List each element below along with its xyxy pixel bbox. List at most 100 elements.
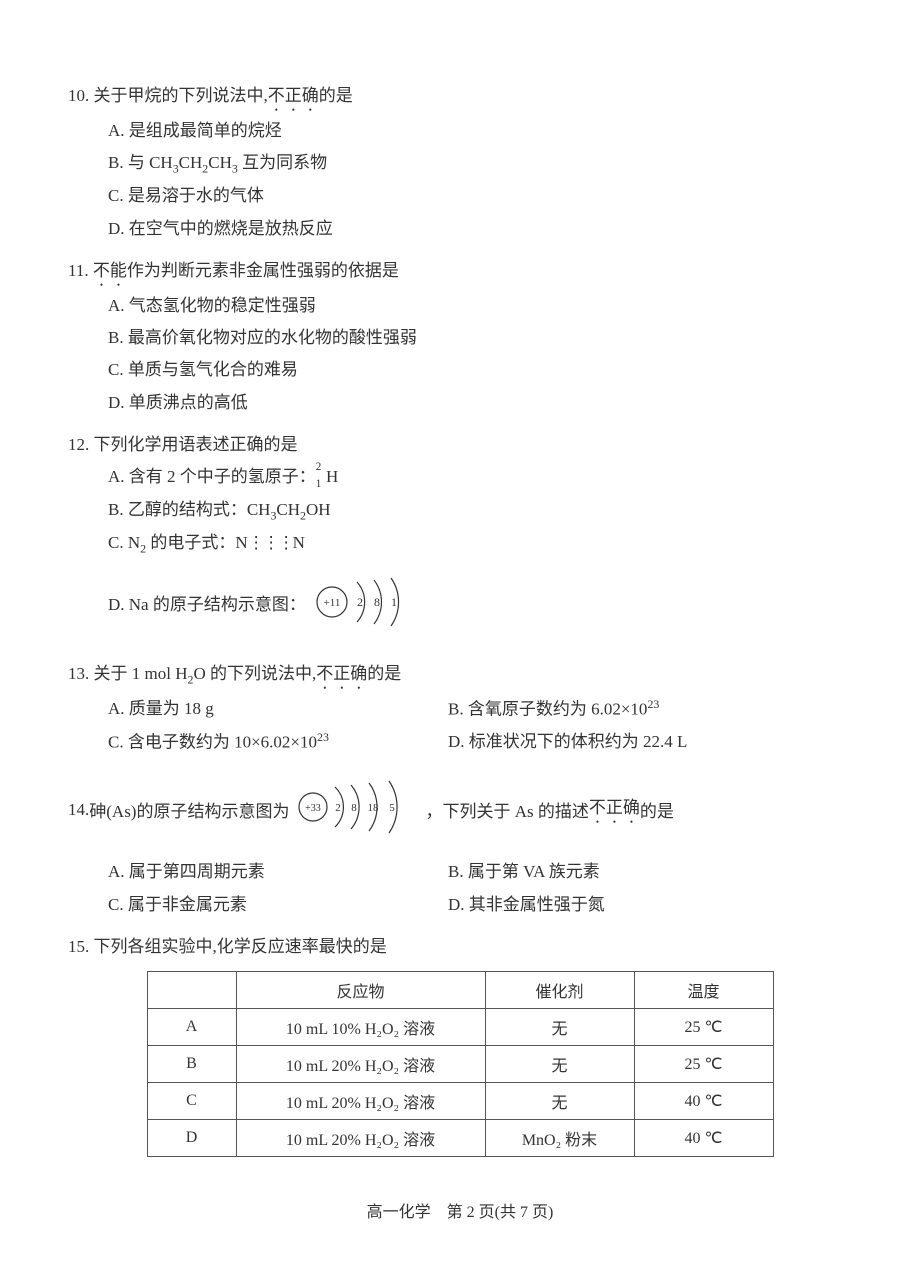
q10-b-mid: CH (179, 153, 203, 172)
cell: 25 ℃ (634, 1009, 773, 1046)
q12-c-post: N (293, 533, 305, 552)
q13-stem-mid: O 的下列说法中, (193, 664, 316, 683)
q12-option-d: D. Na 的原子结构示意图： +11 2 8 1 (108, 572, 840, 639)
svg-text:18: 18 (368, 802, 380, 814)
q13-option-d: D. 标准状况下的体积约为 22.4 L (448, 726, 687, 759)
page-footer: 高一化学 第 2 页(共 7 页) (0, 1198, 920, 1222)
q14-option-b: B. 属于第 VA 族元素 (448, 856, 600, 888)
question-10: 10. 关于甲烷的下列说法中,不正确的是 A. 是组成最简单的烷烃 B. 与 C… (80, 80, 840, 245)
exam-page: 10. 关于甲烷的下列说法中,不正确的是 A. 是组成最简单的烷烃 B. 与 C… (0, 0, 920, 1276)
q12-b-pre: B. 乙醇的结构式：CH (108, 500, 270, 519)
q12-c-mid: 的电子式：N (146, 533, 248, 552)
q12-num: 12. (68, 435, 89, 454)
question-11: 11. 不能作为判断元素非金属性强弱的依据是 A. 气态氢化物的稳定性强弱 B.… (80, 255, 840, 419)
svg-text:1: 1 (391, 595, 397, 609)
th-catalyst: 催化剂 (485, 972, 634, 1009)
table-header-row: 反应物 催化剂 温度 (147, 972, 773, 1009)
q11-emph: 不能 (93, 261, 127, 280)
q15-stem: 15. 下列各组实验中,化学反应速率最快的是 (68, 931, 840, 963)
nuclide-h: 21H (316, 461, 338, 493)
atom-diagram-na: +11 2 8 1 (310, 572, 420, 639)
q13-num: 13. (68, 664, 89, 683)
svg-text:8: 8 (374, 595, 380, 609)
q10-stem-pre: 关于甲烷的下列说法中, (94, 86, 268, 105)
q13-b-pre: B. 含氧原子数约为 6.02×10 (448, 700, 647, 719)
q12-d-pre: D. Na 的原子结构示意图： (108, 593, 306, 617)
q10-stem: 10. 关于甲烷的下列说法中,不正确的是 (68, 80, 840, 115)
atom-diagram-as: +33 2 8 18 5 (293, 777, 421, 842)
q14-stem-pre: 砷(As)的原子结构示意图为 (89, 797, 289, 822)
cell: D (147, 1120, 236, 1157)
na-nucleus: +11 (323, 597, 340, 609)
cell: 无 (485, 1083, 634, 1120)
cell: 无 (485, 1009, 634, 1046)
q13-c-pre: C. 含电子数约为 10×6.02×10 (108, 733, 317, 752)
table-row: A 10 mL 10% H₂O₂ 溶液 无 25 ℃ (147, 1009, 773, 1046)
q13-row-ab: A. 质量为 18 g B. 含氧原子数约为 6.02×1023 (108, 693, 840, 726)
q14-row-cd: C. 属于非金属元素 D. 其非金属性强于氮 (108, 889, 840, 921)
q14-num: 14. (68, 800, 89, 820)
q15-num: 15. (68, 937, 89, 956)
q12-c-triple: ⋮⋮⋮ (248, 533, 293, 552)
cell: 25 ℃ (634, 1046, 773, 1083)
q10-stem-post: 的是 (319, 86, 353, 105)
q11-option-a: A. 气态氢化物的稳定性强弱 (108, 290, 840, 322)
svg-text:5: 5 (390, 802, 396, 814)
cell: B (147, 1046, 236, 1083)
svg-text:2: 2 (357, 595, 363, 609)
q10-b-post: 互为同系物 (238, 153, 327, 172)
q11-stem: 11. 不能作为判断元素非金属性强弱的依据是 (68, 255, 840, 290)
q11-option-c: C. 单质与氢气化合的难易 (108, 354, 840, 386)
q14-emph: 不正确 (589, 793, 640, 827)
q12-a-pre: A. 含有 2 个中子的氢原子： (108, 467, 316, 486)
q13-row-cd: C. 含电子数约为 10×6.02×1023 D. 标准状况下的体积约为 22.… (108, 726, 840, 759)
cell: 40 ℃ (634, 1120, 773, 1157)
q13-emph: 不正确 (316, 664, 367, 683)
q10-emph: 不正确 (268, 86, 319, 105)
q13-option-b: B. 含氧原子数约为 6.02×1023 (448, 693, 659, 726)
cell: 10 mL 10% H₂O₂ 溶液 (236, 1009, 485, 1046)
q12-stem-text: 下列化学用语表述正确的是 (94, 435, 298, 454)
q15-table: 反应物 催化剂 温度 A 10 mL 10% H₂O₂ 溶液 无 25 ℃ B … (147, 971, 774, 1157)
q10-num: 10. (68, 86, 89, 105)
q13-stem: 13. 关于 1 mol H2O 的下列说法中,不正确的是 (68, 658, 840, 693)
q11-option-b: B. 最高价氧化物对应的水化物的酸性强弱 (108, 322, 840, 354)
q12-option-b: B. 乙醇的结构式：CH3CH2OH (108, 494, 840, 527)
svg-text:+33: +33 (306, 803, 322, 814)
svg-text:8: 8 (352, 802, 358, 814)
table-row: D 10 mL 20% H₂O₂ 溶液 MnO₂ 粉末 40 ℃ (147, 1120, 773, 1157)
q12-b-mid: CH (276, 500, 300, 519)
q13-stem-pre: 关于 1 mol H (94, 664, 188, 683)
q14-row-ab: A. 属于第四周期元素 B. 属于第 VA 族元素 (108, 856, 840, 888)
q11-num: 11. (68, 261, 89, 280)
table-row: C 10 mL 20% H₂O₂ 溶液 无 40 ℃ (147, 1083, 773, 1120)
q10-b-pre: B. 与 CH (108, 153, 173, 172)
q14-option-a: A. 属于第四周期元素 (108, 856, 448, 888)
q10-b-mid2: CH (208, 153, 232, 172)
q14-stem: 14. 砷(As)的原子结构示意图为 +33 2 8 18 5 ，下列关于 As… (68, 777, 840, 842)
q15-stem-text: 下列各组实验中,化学反应速率最快的是 (94, 937, 387, 956)
svg-text:2: 2 (336, 802, 342, 814)
q10-option-b: B. 与 CH3CH2CH3 互为同系物 (108, 147, 840, 180)
cell: 10 mL 20% H₂O₂ 溶液 (236, 1046, 485, 1083)
cell: 10 mL 20% H₂O₂ 溶液 (236, 1120, 485, 1157)
q13-option-a: A. 质量为 18 g (108, 693, 448, 726)
q14-option-d: D. 其非金属性强于氮 (448, 889, 605, 921)
question-14: 14. 砷(As)的原子结构示意图为 +33 2 8 18 5 ，下列关于 As… (80, 777, 840, 921)
q12-b-post: OH (306, 500, 331, 519)
q14-option-c: C. 属于非金属元素 (108, 889, 448, 921)
q14-stem-post: 的是 (640, 797, 674, 822)
q12-c-pre: C. N (108, 533, 140, 552)
cell: A (147, 1009, 236, 1046)
th-temperature: 温度 (634, 972, 773, 1009)
q14-stem-post-pre: ，下列关于 As 的描述 (425, 797, 588, 822)
table-row: B 10 mL 20% H₂O₂ 溶液 无 25 ℃ (147, 1046, 773, 1083)
th-reactant: 反应物 (236, 972, 485, 1009)
question-13: 13. 关于 1 mol H2O 的下列说法中,不正确的是 A. 质量为 18 … (80, 658, 840, 759)
cell: 10 mL 20% H₂O₂ 溶液 (236, 1083, 485, 1120)
q12-option-a: A. 含有 2 个中子的氢原子：21H (108, 461, 840, 493)
q13-option-c: C. 含电子数约为 10×6.02×1023 (108, 726, 448, 759)
q11-stem-post: 作为判断元素非金属性强弱的依据是 (127, 261, 399, 280)
q12-stem: 12. 下列化学用语表述正确的是 (68, 429, 840, 461)
sup-23: 23 (647, 697, 659, 711)
